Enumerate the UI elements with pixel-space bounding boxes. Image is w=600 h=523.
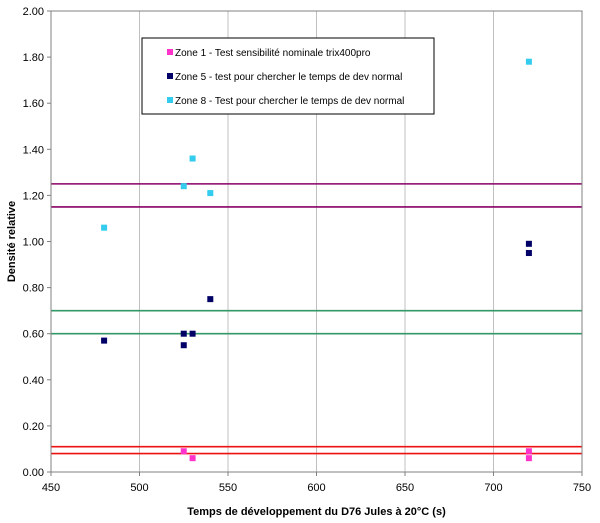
series-1-point [189, 455, 196, 462]
x-axis-ticks: 450 500 550 600 650 700 750 [42, 472, 591, 494]
legend-label: Zone 5 - test pour chercher le temps de … [175, 72, 402, 83]
y-tick-label: 1.00 [23, 237, 44, 249]
x-tick-label: 500 [130, 482, 148, 494]
legend-marker [167, 49, 173, 55]
series-2-point [207, 296, 214, 303]
series-1-point [180, 448, 187, 455]
y-tick-label: 1.40 [23, 144, 44, 156]
legend-box [141, 37, 435, 115]
y-axis-title: Densité relative [6, 201, 18, 282]
x-tick-label: 650 [396, 482, 414, 494]
reference-lines [51, 183, 582, 455]
y-tick-label: 0.60 [23, 329, 44, 341]
y-tick-label: 0.00 [23, 467, 44, 479]
series-2-point [101, 337, 108, 344]
series-2-point [525, 240, 532, 247]
series-3-point [189, 155, 196, 162]
y-tick-label: 1.60 [23, 98, 44, 110]
y-tick-label: 1.80 [23, 52, 44, 64]
x-axis-title: Temps de développement du D76 Jules à 20… [187, 506, 446, 518]
series-2-point [180, 342, 187, 349]
x-tick-label: 600 [307, 482, 325, 494]
series-3-point [101, 224, 108, 231]
series-3-point [525, 58, 532, 65]
y-tick-label: 0.80 [23, 283, 44, 295]
series-2-point [189, 330, 196, 337]
legend-label: Zone 8 - Test pour chercher le temps de … [175, 96, 404, 107]
series-2-point [525, 250, 532, 257]
x-tick-label: 750 [573, 482, 591, 494]
y-axis-ticks: 0.00 0.20 0.40 0.60 0.80 1.00 1.20 1.40 1.60 1.80… [23, 6, 51, 479]
x-tick-label: 450 [42, 482, 60, 494]
series-1-point [525, 455, 532, 462]
y-tick-label: 2.00 [23, 6, 44, 18]
x-tick-label: 700 [484, 482, 502, 494]
y-tick-label: 1.20 [23, 190, 44, 202]
series-2-point [180, 330, 187, 337]
y-tick-label: 0.40 [23, 375, 44, 387]
y-tick-label: 0.20 [23, 421, 44, 433]
series-3-point [207, 190, 214, 197]
series-3-point [180, 183, 187, 190]
x-tick-label: 550 [219, 482, 237, 494]
data-points [101, 58, 532, 462]
legend-marker [167, 97, 173, 103]
legend-label: Zone 1 - Test sensibilité nominale trix4… [175, 48, 371, 59]
series-1-point [525, 448, 532, 455]
legend: Zone 1 - Test sensibilité nominale trix4… [141, 37, 435, 115]
legend-marker [167, 73, 173, 79]
